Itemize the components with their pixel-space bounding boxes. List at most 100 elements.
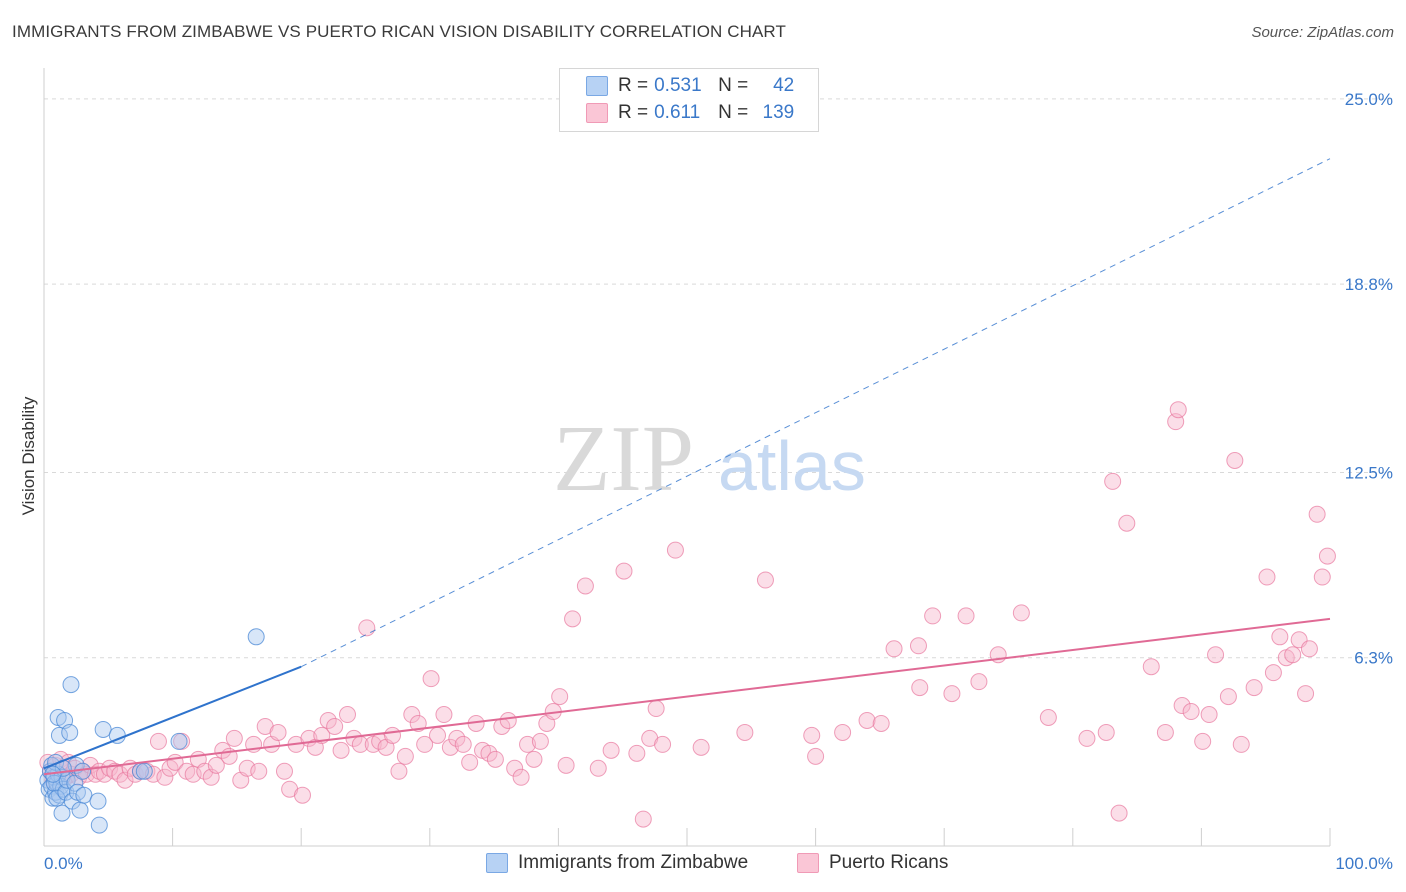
data-point-puerto-ricans xyxy=(403,706,421,724)
data-point-puerto-ricans xyxy=(338,706,356,724)
data-point-puerto-ricans xyxy=(1308,505,1326,523)
x-tick-label: 100.0% xyxy=(1335,854,1393,873)
data-point-puerto-ricans xyxy=(1142,658,1160,676)
data-point-puerto-ricans xyxy=(1232,735,1250,753)
legend-swatch-blue xyxy=(486,853,508,873)
data-point-puerto-ricans xyxy=(911,679,929,697)
data-point-puerto-ricans xyxy=(332,741,350,759)
legend-n-value: 139 xyxy=(762,102,795,123)
data-point-puerto-ricans xyxy=(1284,646,1302,664)
trend-line-puerto-ricans xyxy=(43,617,1331,776)
watermark-atlas: atlas xyxy=(718,427,866,505)
data-point-puerto-ricans xyxy=(909,637,927,655)
legend-label-zimbabwe: Immigrants from Zimbabwe xyxy=(518,852,749,873)
data-point-puerto-ricans xyxy=(1258,568,1276,586)
data-point-puerto-ricans xyxy=(1219,688,1237,706)
data-point-puerto-ricans xyxy=(435,706,453,724)
data-point-puerto-ricans xyxy=(756,571,774,589)
data-point-puerto-ricans xyxy=(1169,401,1187,419)
data-point-puerto-ricans xyxy=(275,762,293,780)
legend-item-zimbabwe: Immigrants from Zimbabwe xyxy=(486,852,748,874)
data-point-puerto-ricans xyxy=(384,726,402,744)
data-point-zimbabwe xyxy=(53,804,71,822)
data-point-puerto-ricans xyxy=(1173,697,1191,715)
data-point-puerto-ricans xyxy=(486,750,504,768)
data-point-puerto-ricans xyxy=(970,673,988,691)
data-point-puerto-ricans xyxy=(654,735,672,753)
data-point-puerto-ricans xyxy=(1245,679,1263,697)
data-point-puerto-ricans xyxy=(448,729,466,747)
legend-swatch-pink xyxy=(586,103,608,123)
data-point-puerto-ricans xyxy=(422,670,440,688)
data-point-puerto-ricans xyxy=(506,759,524,777)
data-point-puerto-ricans xyxy=(807,747,825,765)
data-point-puerto-ricans xyxy=(1012,604,1030,622)
data-point-puerto-ricans xyxy=(531,732,549,750)
trend-lines xyxy=(43,158,1331,776)
data-point-puerto-ricans xyxy=(519,735,537,753)
data-point-puerto-ricans xyxy=(736,723,754,741)
data-point-zimbabwe xyxy=(61,723,79,741)
data-point-puerto-ricans xyxy=(551,688,569,706)
data-point-puerto-ricans xyxy=(885,640,903,658)
data-point-puerto-ricans xyxy=(499,711,517,729)
data-point-puerto-ricans xyxy=(225,729,243,747)
y-tick-label: 6.3% xyxy=(1354,649,1393,668)
data-point-puerto-ricans xyxy=(250,762,268,780)
data-point-puerto-ricans xyxy=(589,759,607,777)
data-point-puerto-ricans xyxy=(564,610,582,628)
data-point-puerto-ricans xyxy=(156,768,174,786)
data-point-puerto-ricans xyxy=(557,756,575,774)
chart-title: IMMIGRANTS FROM ZIMBABWE VS PUERTO RICAN… xyxy=(12,22,786,41)
data-point-puerto-ricans xyxy=(390,762,408,780)
data-point-puerto-ricans xyxy=(441,738,459,756)
data-point-puerto-ricans xyxy=(1104,472,1122,490)
y-tick-label: 12.5% xyxy=(1345,463,1393,482)
data-point-puerto-ricans xyxy=(1271,628,1289,646)
data-point-puerto-ricans xyxy=(214,741,232,759)
data-point-puerto-ricans xyxy=(628,744,646,762)
data-point-puerto-ricans xyxy=(872,714,890,732)
trend-line-zimbabwe xyxy=(43,665,302,770)
data-point-puerto-ricans xyxy=(454,735,472,753)
tick-labels: 6.3% 12.5% 18.8% 25.0% 0.0% 100.0% xyxy=(44,90,1393,873)
data-point-puerto-ricans xyxy=(1182,703,1200,721)
data-point-puerto-ricans xyxy=(149,732,167,750)
data-point-puerto-ricans xyxy=(1118,514,1136,532)
legend-n-label: N = xyxy=(718,75,749,96)
data-point-zimbabwe xyxy=(75,786,93,804)
data-point-puerto-ricans xyxy=(358,619,376,637)
data-point-puerto-ricans xyxy=(293,786,311,804)
data-point-zimbabwe xyxy=(170,732,188,750)
data-point-puerto-ricans xyxy=(1039,708,1057,726)
data-point-zimbabwe xyxy=(94,720,112,738)
legend-n-label: N = xyxy=(718,102,749,123)
legend-n-value: 42 xyxy=(773,75,795,96)
y-tick-label: 25.0% xyxy=(1345,90,1393,109)
data-point-puerto-ricans xyxy=(858,711,876,729)
data-point-zimbabwe xyxy=(50,726,68,744)
data-point-puerto-ricans xyxy=(957,607,975,625)
legend-r-label: R = xyxy=(618,102,649,123)
data-point-puerto-ricans xyxy=(1156,723,1174,741)
data-point-zimbabwe xyxy=(247,628,265,646)
data-point-puerto-ricans xyxy=(480,744,498,762)
data-point-puerto-ricans xyxy=(692,738,710,756)
data-point-puerto-ricans xyxy=(834,723,852,741)
axes xyxy=(43,68,1331,847)
data-point-puerto-ricans xyxy=(1207,646,1225,664)
data-point-puerto-ricans xyxy=(416,735,434,753)
data-point-puerto-ricans xyxy=(269,723,287,741)
data-point-zimbabwe xyxy=(90,816,108,834)
data-point-puerto-ricans xyxy=(666,541,684,559)
data-point-puerto-ricans xyxy=(461,753,479,771)
data-point-puerto-ricans xyxy=(647,700,665,718)
series-legend: Immigrants from Zimbabwe Puerto Ricans xyxy=(0,852,1406,878)
data-point-puerto-ricans xyxy=(512,768,530,786)
data-point-puerto-ricans xyxy=(634,810,652,828)
data-point-puerto-ricans xyxy=(396,747,414,765)
gridlines xyxy=(44,98,1392,659)
data-point-zimbabwe xyxy=(71,801,89,819)
source-label: Source: ZipAtlas.com xyxy=(1251,24,1394,41)
